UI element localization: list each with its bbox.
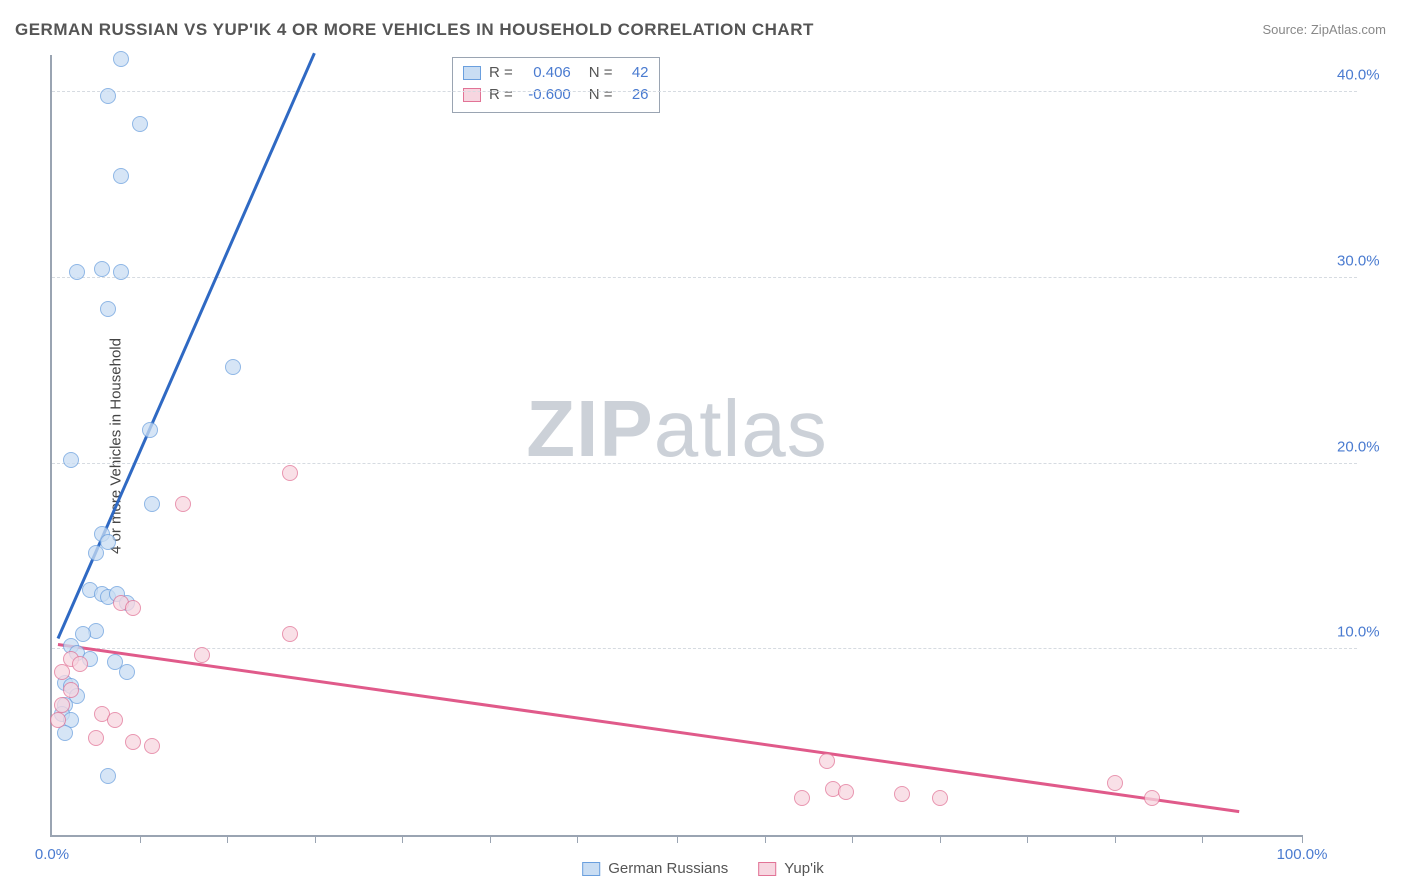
x-tick-label: 100.0%	[1277, 846, 1328, 863]
gridline	[52, 648, 1357, 649]
legend-swatch	[463, 66, 481, 80]
n-label: N =	[589, 62, 613, 84]
data-point	[75, 626, 91, 642]
stats-row: R = -0.600 N = 26	[463, 84, 649, 106]
data-point	[225, 359, 241, 375]
n-value: 42	[621, 62, 649, 84]
gridline	[52, 277, 1357, 278]
data-point	[142, 422, 158, 438]
x-tick	[402, 835, 403, 843]
data-point	[894, 786, 910, 802]
data-point	[175, 496, 191, 512]
x-tick	[1115, 835, 1116, 843]
data-point	[113, 51, 129, 67]
data-point	[113, 264, 129, 280]
data-point	[132, 116, 148, 132]
x-tick	[1202, 835, 1203, 843]
legend-swatch	[758, 862, 776, 876]
legend-swatch	[463, 88, 481, 102]
x-tick	[677, 835, 678, 843]
legend-label: Yup'ik	[784, 860, 824, 877]
x-tick-label: 0.0%	[35, 846, 69, 863]
stats-row: R = 0.406 N = 42	[463, 62, 649, 84]
data-point	[100, 768, 116, 784]
data-point	[50, 712, 66, 728]
bottom-legend: German Russians Yup'ik	[582, 860, 824, 877]
data-point	[144, 738, 160, 754]
data-point	[119, 664, 135, 680]
x-tick	[490, 835, 491, 843]
data-point	[63, 452, 79, 468]
data-point	[88, 730, 104, 746]
gridline	[52, 91, 1357, 92]
legend-item: Yup'ik	[758, 860, 824, 877]
n-label: N =	[589, 84, 613, 106]
r-value: 0.406	[521, 62, 571, 84]
stats-legend: R = 0.406 N = 42 R = -0.600 N = 26	[452, 57, 660, 113]
x-tick	[1302, 835, 1303, 843]
trend-line	[58, 643, 1240, 813]
legend-swatch	[582, 862, 600, 876]
data-point	[282, 465, 298, 481]
data-point	[113, 168, 129, 184]
x-tick	[852, 835, 853, 843]
data-point	[69, 264, 85, 280]
data-point	[107, 712, 123, 728]
chart-title: GERMAN RUSSIAN VS YUP'IK 4 OR MORE VEHIC…	[15, 20, 814, 40]
watermark-bold: ZIP	[526, 384, 653, 473]
x-tick	[315, 835, 316, 843]
legend-label: German Russians	[608, 860, 728, 877]
x-tick	[940, 835, 941, 843]
x-tick	[577, 835, 578, 843]
x-tick	[140, 835, 141, 843]
data-point	[144, 496, 160, 512]
data-point	[838, 784, 854, 800]
y-tick-label: 30.0%	[1337, 252, 1397, 269]
data-point	[63, 682, 79, 698]
r-label: R =	[489, 84, 513, 106]
watermark: ZIPatlas	[526, 383, 827, 475]
x-tick	[765, 835, 766, 843]
gridline	[52, 463, 1357, 464]
source-attribution: Source: ZipAtlas.com	[1262, 22, 1386, 37]
plot-area: ZIPatlas R =0.406N =42R =-0.600N =26 10.…	[50, 55, 1302, 837]
data-point	[794, 790, 810, 806]
y-tick-label: 10.0%	[1337, 624, 1397, 641]
data-point	[194, 647, 210, 663]
data-point	[125, 600, 141, 616]
data-point	[94, 261, 110, 277]
data-point	[1144, 790, 1160, 806]
r-label: R =	[489, 62, 513, 84]
data-point	[72, 656, 88, 672]
source-prefix: Source:	[1262, 22, 1310, 37]
data-point	[100, 534, 116, 550]
data-point	[54, 664, 70, 680]
y-tick-label: 40.0%	[1337, 67, 1397, 84]
legend-item: German Russians	[582, 860, 728, 877]
x-tick	[227, 835, 228, 843]
watermark-rest: atlas	[654, 384, 828, 473]
r-value: -0.600	[521, 84, 571, 106]
data-point	[100, 88, 116, 104]
data-point	[88, 545, 104, 561]
x-tick	[1027, 835, 1028, 843]
data-point	[932, 790, 948, 806]
data-point	[125, 734, 141, 750]
source-name: ZipAtlas.com	[1311, 22, 1386, 37]
data-point	[819, 753, 835, 769]
n-value: 26	[621, 84, 649, 106]
data-point	[1107, 775, 1123, 791]
data-point	[100, 301, 116, 317]
y-tick-label: 20.0%	[1337, 438, 1397, 455]
data-point	[282, 626, 298, 642]
data-point	[54, 697, 70, 713]
